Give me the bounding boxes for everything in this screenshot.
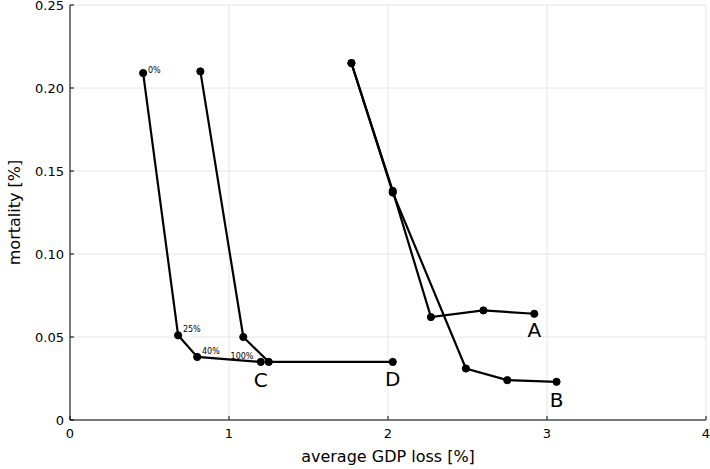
data-point [240, 333, 247, 340]
grid-line [547, 5, 548, 420]
series-line [143, 73, 261, 362]
tick-mark [70, 254, 74, 255]
data-point [389, 358, 396, 365]
series-line [351, 63, 534, 317]
tick-mark [229, 416, 230, 420]
grid-line [229, 5, 230, 420]
plot-area [140, 60, 561, 386]
data-point [480, 307, 487, 314]
tick-mark [70, 171, 74, 172]
series-line [200, 71, 392, 362]
tick-mark [706, 416, 707, 420]
data-point [389, 189, 396, 196]
tick-mark [547, 416, 548, 420]
y-axis-label: mortality [%] [5, 160, 24, 265]
grid-line [70, 337, 706, 338]
data-point [175, 332, 182, 339]
tick-label: 2 [384, 426, 392, 441]
tick-label: 0 [56, 413, 64, 428]
data-point [194, 353, 201, 360]
annotation: 25% [183, 325, 201, 334]
tick-mark [70, 88, 74, 89]
grid-line [70, 420, 706, 421]
grid-line [70, 5, 706, 6]
annotation: C [254, 368, 268, 392]
tick-label: 4 [702, 426, 710, 441]
tick-mark [70, 337, 74, 338]
tick-mark [70, 5, 74, 6]
y-axis [70, 5, 71, 420]
grid-line [70, 88, 706, 89]
annotation: A [527, 318, 541, 342]
annotation: B [550, 388, 564, 412]
annotation: 40% [202, 347, 220, 356]
data-point [348, 60, 355, 67]
tick-label: 0.20 [35, 81, 64, 96]
data-point [531, 310, 538, 317]
data-point [348, 60, 355, 67]
chart: 0 1 2 3 4 0 0.05 0.10 0.15 0.20 0.25 average GDP lo… [0, 0, 710, 469]
data-point [257, 358, 264, 365]
grid-line [388, 5, 389, 420]
tick-label: 0 [66, 426, 74, 441]
x-axis-label: average GDP loss [%] [301, 447, 475, 466]
series-line [351, 63, 556, 382]
tick-label: 1 [225, 426, 233, 441]
x-axis [70, 420, 706, 421]
tick-mark [388, 416, 389, 420]
annotation: D [385, 367, 400, 391]
annotation: 0% [148, 66, 161, 75]
data-point [504, 377, 511, 384]
data-point [140, 69, 147, 76]
grid-line [70, 171, 706, 172]
grid-line [70, 5, 71, 420]
data-point [197, 68, 204, 75]
annotation: 100% [231, 352, 254, 361]
grid-line [70, 254, 706, 255]
data-point [553, 378, 560, 385]
tick-label: 0.05 [35, 330, 64, 345]
data-point [462, 365, 469, 372]
data-point [427, 313, 434, 320]
grid-line [706, 5, 707, 420]
tick-label: 0.10 [35, 247, 64, 262]
tick-label: 0.15 [35, 164, 64, 179]
tick-label: 3 [543, 426, 551, 441]
data-point [265, 358, 272, 365]
tick-label: 0.25 [35, 0, 64, 13]
